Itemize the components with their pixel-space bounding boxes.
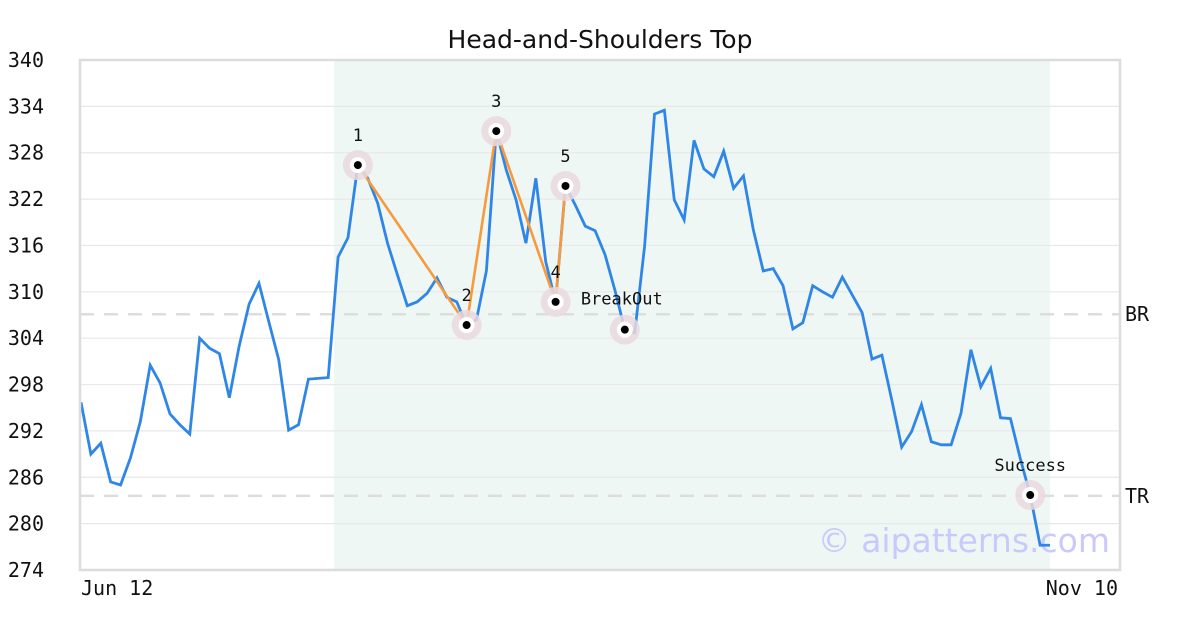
event-label: BreakOut xyxy=(581,290,663,310)
pattern-point-label: 2 xyxy=(461,286,471,306)
event-success-dot xyxy=(1026,491,1035,500)
event-breakout-dot xyxy=(620,325,629,334)
pattern-point-label: 4 xyxy=(550,263,560,283)
x-tick-label-start: Jun 12 xyxy=(81,576,153,600)
watermark: © aipatterns.com xyxy=(818,521,1110,560)
y-tick-label: 340 xyxy=(8,48,44,72)
pattern-point-1-dot xyxy=(353,161,362,170)
y-tick-label: 310 xyxy=(8,280,44,304)
y-tick-label: 298 xyxy=(8,373,44,397)
y-tick-label: 304 xyxy=(8,326,44,350)
y-tick-label: 274 xyxy=(8,558,44,582)
reference-line-label: TR xyxy=(1125,484,1150,508)
event-label: Success xyxy=(994,456,1066,476)
reference-line-label: BR xyxy=(1125,302,1150,326)
y-tick-label: 280 xyxy=(8,512,44,536)
y-tick-label: 286 xyxy=(8,465,44,489)
plot-frame xyxy=(78,58,1122,572)
chart-title: Head-and-Shoulders Top xyxy=(448,25,753,54)
x-tick-label-end: Nov 10 xyxy=(1046,576,1118,600)
pattern-point-4-dot xyxy=(551,297,560,306)
y-tick-label: 322 xyxy=(8,187,44,211)
y-tick-label: 316 xyxy=(8,233,44,257)
pattern-point-3-dot xyxy=(492,127,501,136)
y-tick-label: 292 xyxy=(8,419,44,443)
pattern-point-label: 1 xyxy=(353,126,363,146)
y-tick-label: 334 xyxy=(8,94,44,118)
pattern-point-5-dot xyxy=(561,181,570,190)
pattern-point-label: 5 xyxy=(560,147,570,167)
pattern-point-label: 3 xyxy=(491,92,501,112)
y-tick-label: 328 xyxy=(8,141,44,165)
pattern-point-2-dot xyxy=(462,321,471,330)
